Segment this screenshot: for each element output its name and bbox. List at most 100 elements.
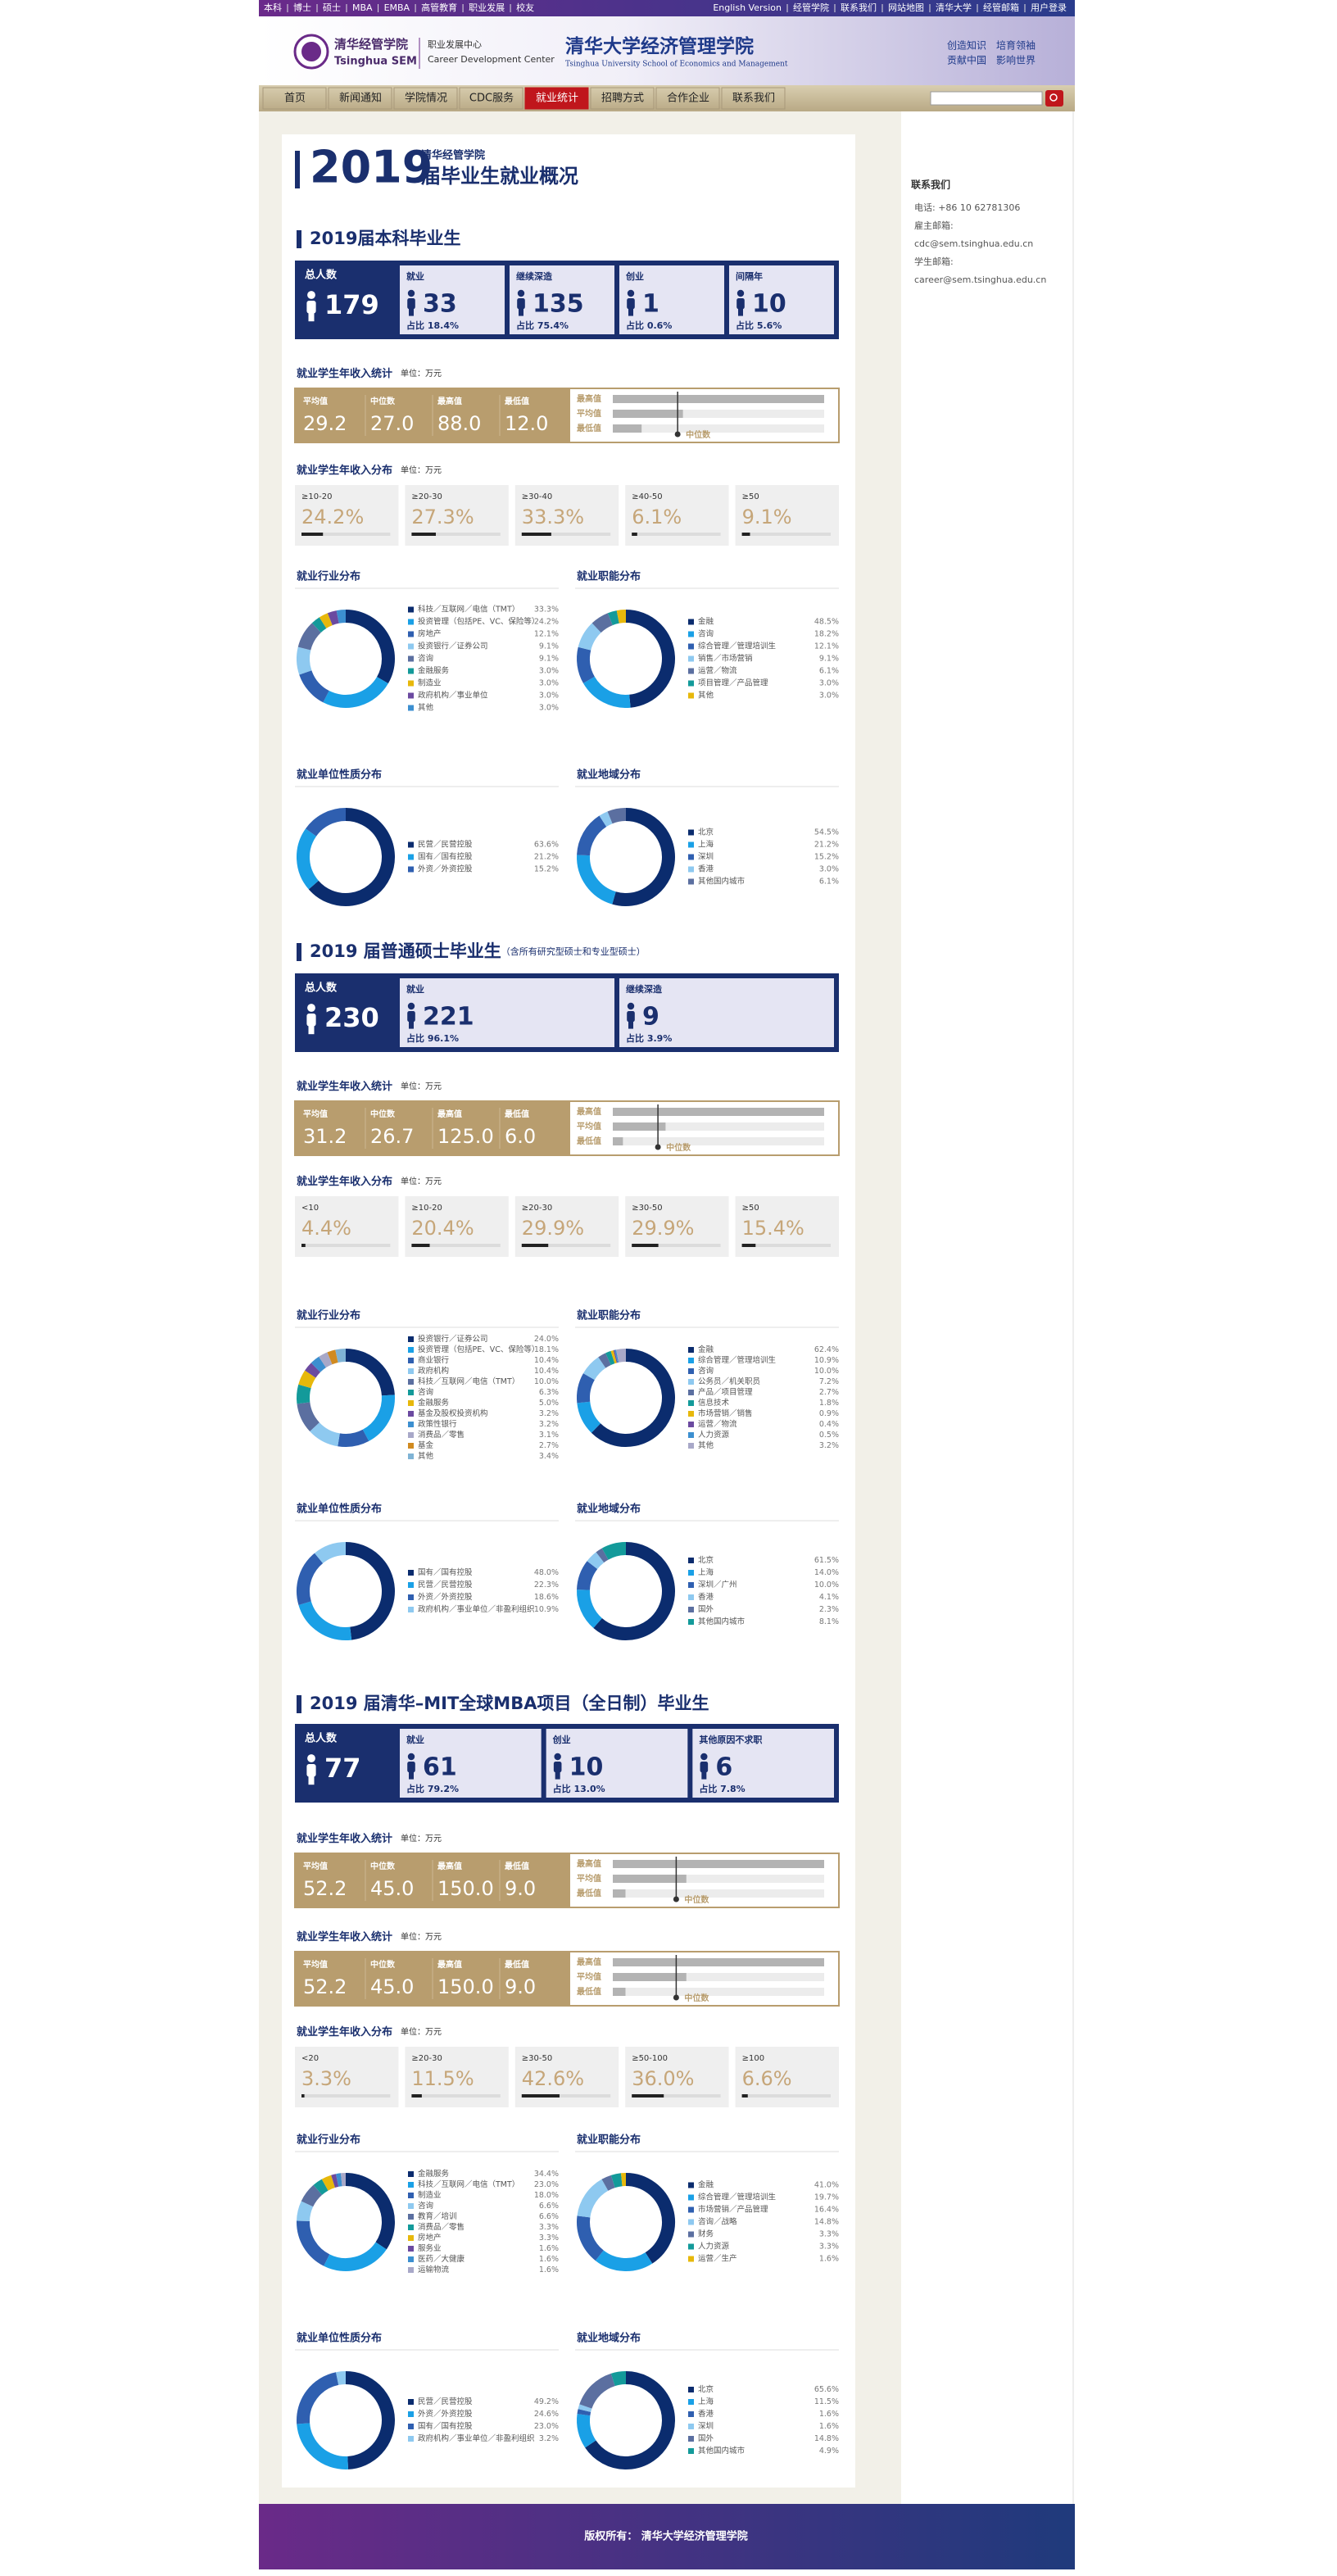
contact-line[interactable]: cdc@sem.tsinghua.edu.cn [914,238,1033,249]
donut-segment [577,815,607,856]
dist-value: 27.3% [411,506,474,528]
legend-label: 政策性银行 [418,1419,457,1429]
top-link[interactable]: 用户登录 [1031,2,1067,13]
legend-value: 23.0% [534,2422,559,2431]
legend-value: 2.3% [819,1605,839,1614]
legend-swatch [408,1379,414,1385]
legend-swatch [688,2219,694,2225]
donut-segment [314,1542,347,1564]
contact-line: 学生邮箱: [914,256,954,267]
donut-segment [298,1601,352,1640]
donut-segment [297,1402,320,1431]
income-title: 就业学生年收入统计 单位：万元 [297,1080,442,1093]
person-icon [306,1764,316,1777]
donut-segment [577,1373,596,1404]
section-title-text: 2019 届普通硕士毕业生 [310,941,501,961]
stat-label: 平均值 [303,396,328,406]
income-bar [613,424,642,433]
legend-swatch [688,1400,694,1406]
slogan: 贡献中国 影响世界 [947,54,1036,66]
legend-value: 0.5% [819,1431,839,1440]
legend-swatch [688,829,694,836]
top-link[interactable]: 高管教育 [421,2,457,13]
nav-item[interactable]: 学院情况 [405,92,447,105]
top-link[interactable]: EMBA [384,2,410,13]
legend-swatch [688,1594,694,1600]
top-link[interactable]: 经管学院 [793,2,829,13]
top-link[interactable]: 职业发展 [469,2,505,13]
search-button[interactable] [1045,90,1063,107]
top-link[interactable]: 博士 [293,2,311,13]
legend-label: 民营／民营控股 [418,1580,473,1590]
legend-label: 综合管理／管理培训生 [698,642,777,651]
nav-item[interactable]: 招聘方式 [601,92,644,105]
nav-item[interactable]: 首页 [284,93,306,105]
stat-label: 最低值 [505,1861,529,1871]
header-bg [259,16,1075,85]
nav-item[interactable]: 合作企业 [667,92,709,105]
legend-label: 其他国内城市 [698,2446,746,2456]
legend-label: 项目管理／产品管理 [698,678,768,688]
dist-track [741,1244,831,1247]
legend-value: 3.0% [819,679,839,688]
legend-swatch [688,2206,694,2213]
top-link[interactable]: MBA [352,2,373,13]
breakdown-title: 就业地域分布 [577,769,641,782]
legend-swatch [688,2182,694,2188]
legend-value: 1.6% [539,2255,559,2264]
legend-label: 咨询 [698,1366,714,1376]
legend-value: 0.9% [819,1409,839,1418]
top-link[interactable]: 经管邮箱 [983,2,1019,13]
legend-value: 6.1% [819,667,839,676]
donut-segment [305,1363,321,1378]
donut-segment [362,1395,395,1441]
legend-label: 金融服务 [418,1398,450,1408]
legend-label: 科技／互联网／电信（TMT） [418,1376,519,1386]
income-bar [613,1122,666,1131]
income-title-text: 就业学生年收入统计 [297,1832,392,1845]
stat-label: 中位数 [370,1861,396,1871]
donut-segment [327,610,339,626]
summary-item-label: 就业 [406,1734,424,1745]
person-icon [307,1754,315,1762]
income-bar [613,1108,824,1116]
legend-label: 市场营销／产品管理 [698,2205,768,2215]
legend-swatch [408,2267,414,2273]
legend-label: 房地产 [418,629,442,639]
stat-label: 中位数 [370,1959,396,1970]
top-link[interactable]: 校友 [516,2,534,13]
top-link[interactable]: 网站地图 [888,2,924,13]
donut-segment [616,610,627,624]
nav-item[interactable]: 联系我们 [732,93,775,105]
legend-value: 14.8% [814,2218,839,2227]
stat-value: 52.2 [303,1877,347,1900]
person-icon [407,1753,415,1761]
legend-value: 24.0% [534,1335,559,1344]
bar-label: 最高值 [577,1957,601,1967]
top-link[interactable]: 硕士 [323,2,341,13]
legend-swatch [408,854,414,860]
dist-unit: 单位：万元 [401,2026,442,2037]
top-link[interactable]: English Version [713,2,782,13]
dist-bar [632,533,637,536]
legend-label: 上海 [698,1567,714,1577]
legend-swatch [408,1390,414,1395]
legend-swatch [688,1619,694,1625]
legend-value: 18.0% [534,2191,559,2200]
contact-line[interactable]: career@sem.tsinghua.edu.cn [914,274,1046,285]
legend-label: 金融 [698,2180,714,2190]
legend-swatch [688,2194,694,2201]
stat-value: 29.2 [303,412,347,435]
nav-item[interactable]: CDC服务 [469,92,514,105]
top-link[interactable]: 联系我们 [841,2,877,13]
summary-item-bg [692,1729,834,1798]
legend-swatch [688,680,694,687]
nav-item[interactable]: 新闻通知 [339,92,382,105]
top-link[interactable]: 本科 [264,2,282,13]
section-bar [297,943,301,961]
logo-name-en: Tsinghua SEM [334,56,417,68]
dist-track [521,1244,611,1247]
nav-item[interactable]: 就业统计 [536,93,578,105]
search-input[interactable] [930,91,1043,106]
top-link[interactable]: 清华大学 [936,2,972,13]
